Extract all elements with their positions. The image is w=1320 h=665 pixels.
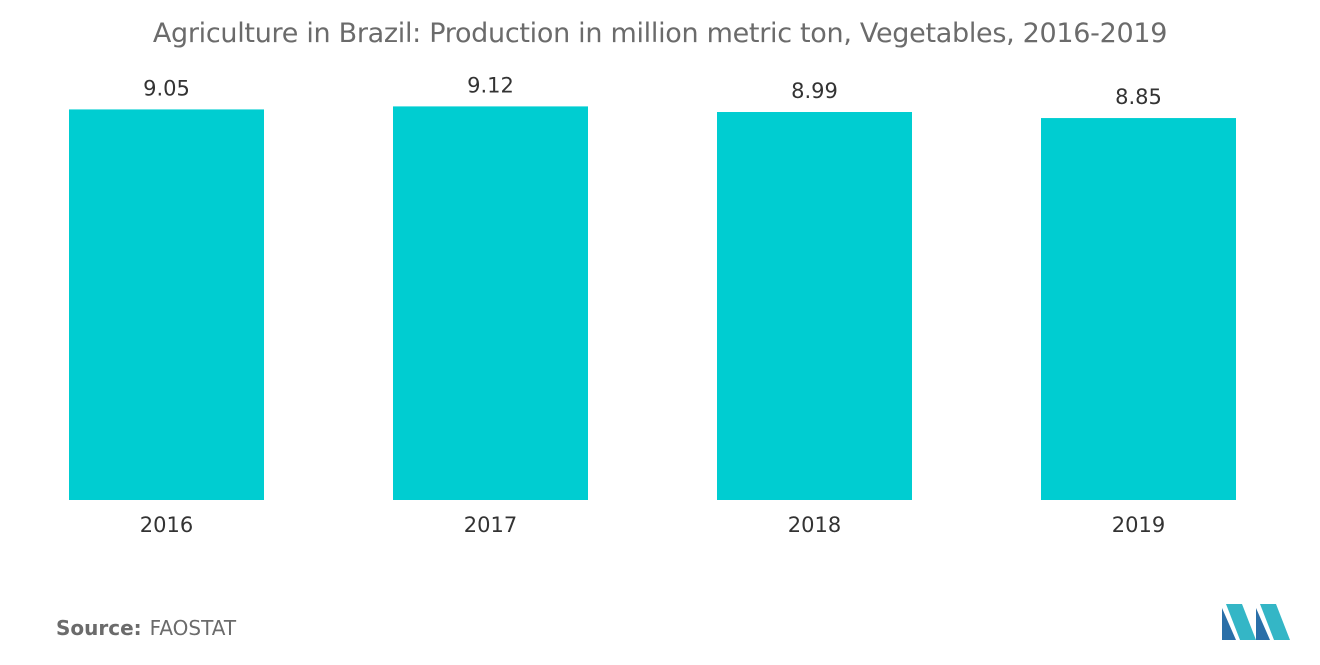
x-tick-label-2016: 2016 (140, 513, 193, 537)
bar-2016 (69, 109, 264, 500)
x-tick-label-2017: 2017 (464, 513, 517, 537)
x-tick-label-2018: 2018 (788, 513, 841, 537)
bar-2017 (393, 106, 588, 501)
bar-2019 (1041, 118, 1236, 500)
bar-chart: 9.05 2016 9.12 2017 8.99 2018 8.85 2019 (69, 73, 1236, 537)
data-label-2016: 9.05 (143, 76, 190, 100)
x-tick-label-2019: 2019 (1112, 513, 1165, 537)
bar-2018 (717, 112, 912, 500)
brand-logo-icon (1222, 604, 1290, 640)
source-value: FAOSTAT (149, 616, 237, 640)
chart-title: Agriculture in Brazil: Production in mil… (152, 18, 1168, 49)
data-label-2017: 9.12 (467, 73, 514, 97)
source-label: Source: (56, 616, 142, 640)
data-label-2018: 8.99 (791, 79, 838, 103)
data-label-2019: 8.85 (1115, 85, 1162, 109)
source-note: Source: FAOSTAT (56, 616, 236, 640)
